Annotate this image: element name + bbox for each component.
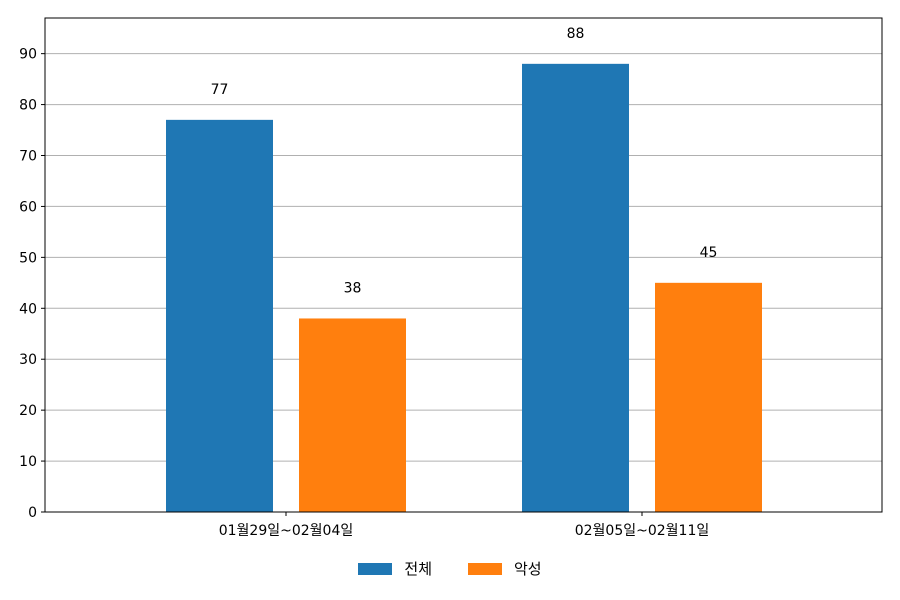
data-label: 77: [211, 82, 229, 98]
y-tick-label: 20: [19, 403, 37, 419]
bar: [299, 318, 406, 512]
y-tick-label: 30: [19, 352, 37, 368]
legend-swatch-total: [358, 562, 393, 575]
data-label: 38: [344, 280, 362, 296]
legend-item-malicious: 악성: [468, 558, 542, 579]
x-axis: 01월29일~02월04일 02월05일~02월11일: [219, 512, 710, 539]
y-tick-label: 80: [19, 98, 37, 114]
y-tick-label: 10: [19, 454, 37, 470]
bars: [166, 63, 762, 513]
data-label: 88: [567, 26, 585, 42]
bar: [655, 282, 762, 512]
legend-label-total: 전체: [404, 560, 432, 578]
legend-swatch-malicious: [468, 562, 502, 575]
data-label: 45: [700, 245, 718, 261]
legend-label-malicious: 악성: [514, 560, 542, 578]
bar: [166, 119, 273, 513]
data-labels: 77 38 88 45: [211, 26, 718, 297]
legend-item-total: 전체: [358, 558, 432, 579]
y-tick-label: 40: [19, 301, 37, 317]
y-tick-label: 70: [19, 149, 37, 165]
y-tick-label: 50: [19, 250, 37, 266]
x-tick-label: 02월05일~02월11일: [575, 523, 710, 539]
plot-frame: [44, 17, 883, 513]
y-axis: 0 10 20 30 40 50 60 70 80 90: [19, 47, 45, 521]
legend: 전체 악성: [0, 558, 900, 579]
y-tick-label: 60: [19, 199, 37, 215]
bar: [522, 63, 629, 512]
y-tick-label: 90: [19, 47, 37, 63]
y-tick-label: 0: [28, 505, 37, 521]
x-tick-label: 01월29일~02월04일: [219, 523, 354, 539]
